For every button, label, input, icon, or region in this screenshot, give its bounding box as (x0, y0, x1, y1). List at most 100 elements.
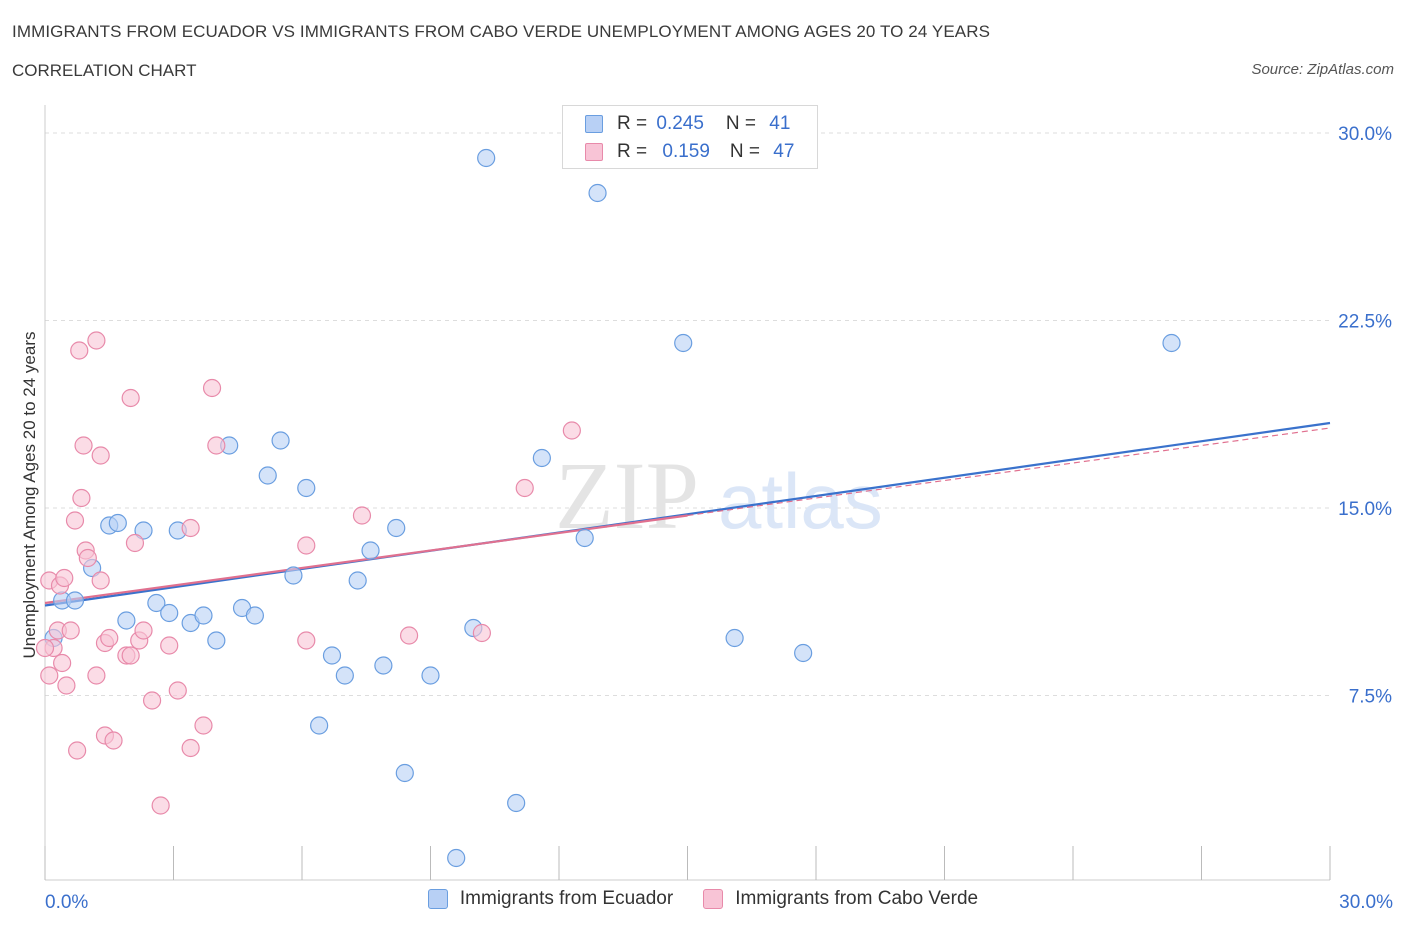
ecuador-point (361, 541, 380, 560)
caboverde-point (194, 716, 213, 735)
caboverde-point (562, 421, 581, 440)
caboverde-point (57, 676, 76, 695)
caboverde-point (53, 653, 72, 673)
caboverde-point (78, 548, 97, 568)
chart-subtitle: CORRELATION CHART (12, 61, 197, 80)
ecuador-point (134, 521, 153, 540)
legend-item-caboverde: Immigrants from Cabo Verde (703, 888, 978, 910)
caboverde-point (202, 378, 222, 398)
source-label: Source: ZipAtlas.com (1251, 61, 1394, 78)
caboverde-point (181, 518, 200, 538)
ecuador-point (335, 666, 354, 685)
ecuador-point (284, 566, 303, 585)
legend-swatch-caboverde (703, 889, 724, 909)
axes (44, 105, 1331, 881)
caboverde-point (121, 388, 140, 408)
caboverde-point (55, 568, 74, 588)
y-tick-label: 30.0% (1338, 124, 1392, 145)
caboverde-point (297, 536, 316, 555)
ecuador-point (147, 593, 166, 613)
tick-labels: 7.5% 15.0% 22.5% 30.0% 0.0% 30.0% (45, 124, 1393, 913)
caboverde-point (352, 506, 372, 525)
caboverde-point (472, 623, 491, 643)
x-tick-label: 0.0% (45, 892, 88, 913)
caboverde-point (87, 331, 106, 350)
caboverde-point (74, 436, 93, 455)
ecuador-point (387, 518, 406, 538)
n-value-caboverde: 47 (773, 141, 795, 162)
ecuador-swatch (585, 115, 603, 133)
chart-title: IMMIGRANTS FROM ECUADOR VS IMMIGRANTS FR… (12, 22, 991, 41)
caboverde-point (68, 741, 87, 760)
ecuador-point (477, 148, 496, 168)
n-value-ecuador: 41 (769, 113, 791, 134)
caboverde-point (35, 638, 55, 658)
caboverde-point (181, 738, 200, 758)
series-legend: Immigrants from Ecuador Immigrants from … (0, 888, 1406, 910)
ecuador-point (725, 628, 744, 648)
caboverde-point (151, 796, 170, 815)
ecuador-point (271, 431, 290, 450)
ecuador-point (297, 478, 316, 498)
caboverde-point (40, 666, 59, 685)
watermark-atlas: atlas (718, 457, 883, 545)
ecuador-point (108, 513, 127, 533)
r-label: R = (617, 113, 653, 134)
legend-item-ecuador: Immigrants from Ecuador (427, 888, 674, 910)
ecuador-point (674, 333, 693, 353)
caboverde-point (142, 691, 162, 710)
caboverde-point (61, 621, 80, 640)
x-tick-label: 30.0% (1339, 892, 1393, 913)
legend-swatch-ecuador (427, 889, 448, 909)
ecuador-point (395, 763, 414, 783)
y-axis-label: Unemployment Among Ages 20 to 24 years (20, 331, 39, 659)
data-points (35, 148, 1181, 868)
caboverde-point (297, 631, 316, 650)
caboverde-point (70, 341, 89, 360)
caboverde-point (91, 446, 110, 465)
r-value-caboverde: 0.159 (662, 141, 710, 162)
ecuador-point (65, 591, 85, 610)
caboverde-point (121, 646, 140, 665)
ecuador-point (447, 848, 466, 868)
stats-row-caboverde: R = 0.159 N = 47 (585, 140, 794, 164)
y-tick-label: 7.5% (1349, 687, 1392, 708)
ecuador-point (421, 666, 440, 685)
caboverde-point (168, 681, 187, 700)
legend-label-ecuador: Immigrants from Ecuador (459, 888, 674, 909)
caboverde-point (91, 571, 110, 590)
ecuador-point (245, 606, 264, 625)
caboverde-point (72, 488, 91, 508)
ecuador-point (374, 656, 393, 675)
ecuador-point (507, 793, 526, 813)
ecuador-point (258, 466, 277, 485)
ecuador-point (575, 528, 594, 548)
ecuador-point (794, 643, 813, 663)
caboverde-swatch (585, 143, 603, 161)
caboverde-point (87, 666, 106, 685)
ecuador-point (348, 571, 367, 590)
y-tick-label: 15.0% (1338, 499, 1392, 520)
ecuador-point (160, 603, 179, 623)
ecuador-point (207, 631, 226, 650)
ecuador-point (117, 611, 136, 630)
stats-row-ecuador: R = 0.245 N = 41 (585, 112, 790, 136)
caboverde-point (160, 636, 179, 655)
y-tick-label: 22.5% (1338, 312, 1392, 333)
ecuador-point (322, 646, 342, 665)
watermark-zip: ZIP (555, 442, 699, 549)
ecuador-point (532, 448, 551, 468)
ecuador-point (588, 183, 607, 203)
ecuador-point (1162, 333, 1181, 353)
caboverde-point (515, 478, 534, 498)
caboverde-point (134, 621, 153, 640)
caboverde-point (125, 533, 145, 553)
ecuador-point (310, 716, 329, 735)
n-label: N = (725, 113, 762, 134)
caboverde-point (100, 628, 119, 648)
caboverde-point (104, 731, 123, 750)
trend-line-caboverde-extension (687, 427, 1331, 517)
r-label: R = (617, 141, 653, 162)
n-label: N = (729, 141, 766, 162)
